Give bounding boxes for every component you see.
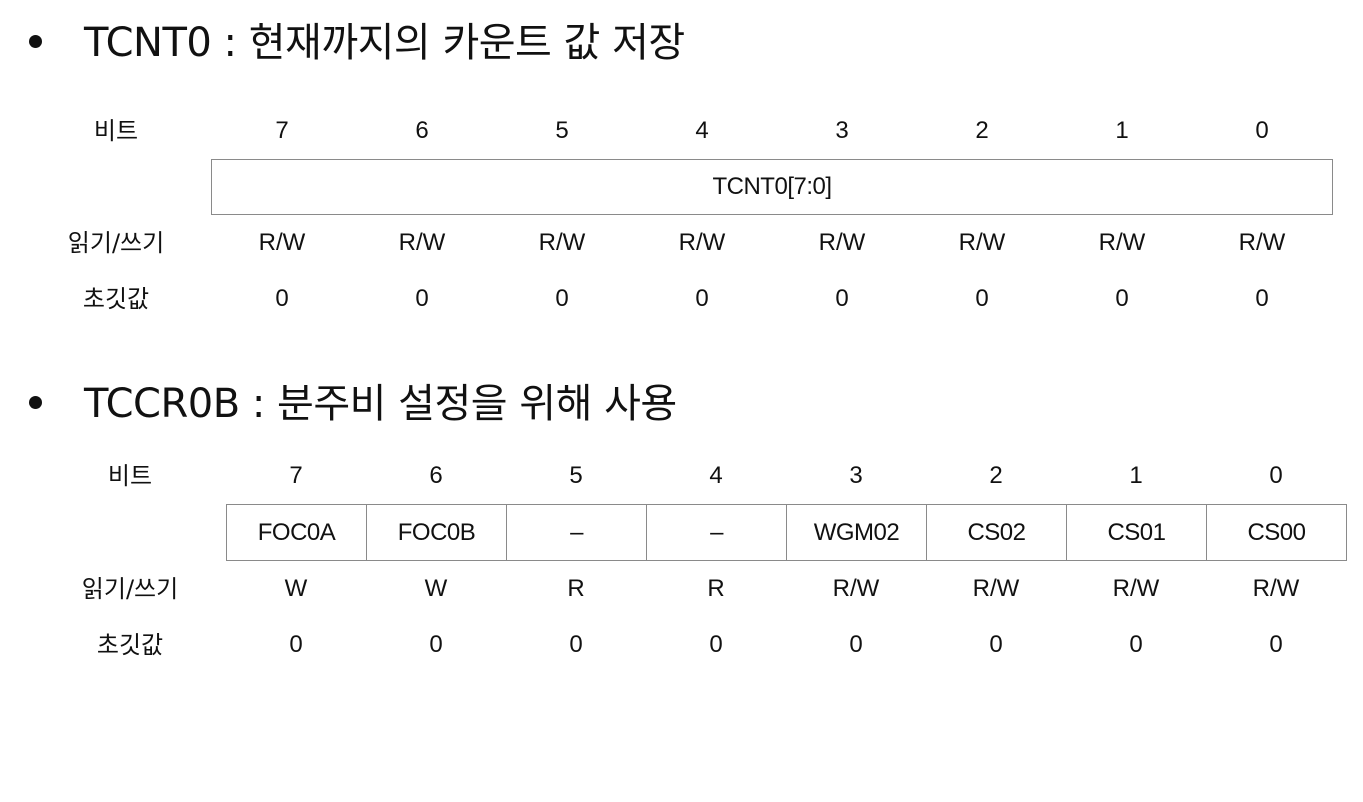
access-value: W (424, 575, 448, 602)
access-value: R/W (1112, 575, 1160, 602)
access-value: W (284, 575, 308, 602)
row-label-init: 초깃값 (82, 285, 150, 313)
init-value: 0 (275, 285, 289, 312)
register-field-reserved-5: – (506, 504, 647, 561)
init-value: 0 (569, 631, 583, 658)
access-value: R/W (678, 229, 726, 256)
row-label-bit: 비트 (107, 462, 153, 490)
access-value: R/W (958, 229, 1006, 256)
access-value: R/W (972, 575, 1020, 602)
bit-number: 0 (1269, 462, 1283, 489)
section-heading-tcnt0: TCNT0 : 현재까지의 카운트 값 저장 (0, 13, 1000, 73)
init-value: 0 (1115, 285, 1129, 312)
bit-number: 7 (289, 462, 303, 489)
heading-text: TCCR0B : 분주비 설정을 위해 사용 (84, 381, 677, 427)
init-value: 0 (1269, 631, 1283, 658)
row-label-init: 초깃값 (96, 631, 164, 659)
init-value: 0 (289, 631, 303, 658)
access-value: R/W (1098, 229, 1146, 256)
register-field-reserved-4: – (646, 504, 787, 561)
access-value: R (707, 575, 725, 602)
register-field-cs01: CS01 (1066, 504, 1207, 561)
access-value: R/W (258, 229, 306, 256)
access-value: R/W (398, 229, 446, 256)
bit-number: 4 (709, 462, 723, 489)
init-value: 0 (709, 631, 723, 658)
bit-number: 3 (849, 462, 863, 489)
access-value: R/W (1252, 575, 1300, 602)
bit-number: 6 (429, 462, 443, 489)
init-value: 0 (849, 631, 863, 658)
row-label-access: 읽기/쓰기 (81, 575, 179, 603)
init-value: 0 (975, 285, 989, 312)
bullet-icon (29, 396, 42, 409)
init-value: 0 (555, 285, 569, 312)
section-heading-tccr0b: TCCR0B : 분주비 설정을 위해 사용 (0, 374, 1000, 434)
init-value: 0 (989, 631, 1003, 658)
row-label-bit: 비트 (93, 117, 139, 145)
access-value: R/W (1238, 229, 1286, 256)
register-field-foc0b: FOC0B (366, 504, 507, 561)
row-label-access: 읽기/쓰기 (67, 229, 165, 257)
bit-number: 1 (1129, 462, 1143, 489)
bit-number: 2 (989, 462, 1003, 489)
register-field-foc0a: FOC0A (226, 504, 367, 561)
register-field-wgm02: WGM02 (786, 504, 927, 561)
bit-number: 3 (835, 117, 849, 144)
init-value: 0 (429, 631, 443, 658)
heading-text: TCNT0 : 현재까지의 카운트 값 저장 (84, 20, 685, 66)
bit-number: 5 (555, 117, 569, 144)
access-value: R/W (818, 229, 866, 256)
bit-number: 7 (275, 117, 289, 144)
bit-number: 2 (975, 117, 989, 144)
init-value: 0 (695, 285, 709, 312)
register-field-cs02: CS02 (926, 504, 1067, 561)
access-value: R/W (538, 229, 586, 256)
access-value: R (567, 575, 585, 602)
register-field-tcnt0: TCNT0[7:0] (211, 159, 1333, 215)
init-value: 0 (1129, 631, 1143, 658)
bit-number: 5 (569, 462, 583, 489)
init-value: 0 (415, 285, 429, 312)
bit-number: 4 (695, 117, 709, 144)
bit-number: 6 (415, 117, 429, 144)
register-field-cs00: CS00 (1206, 504, 1347, 561)
init-value: 0 (835, 285, 849, 312)
bit-number: 0 (1255, 117, 1269, 144)
init-value: 0 (1255, 285, 1269, 312)
bit-number: 1 (1115, 117, 1129, 144)
access-value: R/W (832, 575, 880, 602)
bullet-icon (29, 35, 42, 48)
